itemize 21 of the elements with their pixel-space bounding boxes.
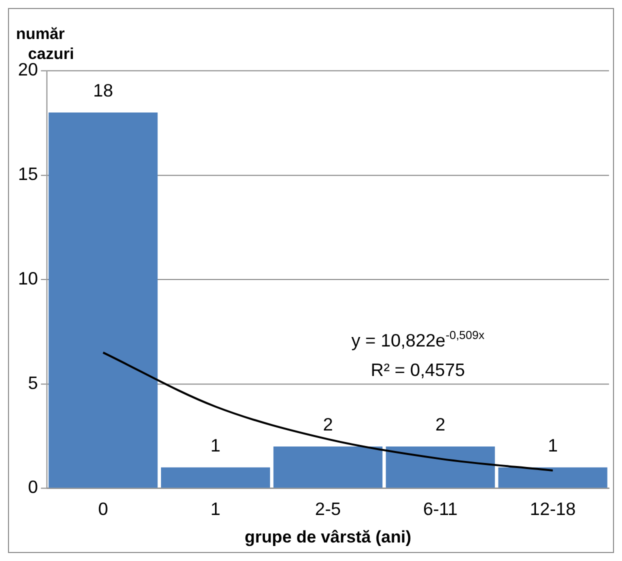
- bar: [48, 112, 158, 488]
- x-tick-label: 1: [210, 498, 221, 519]
- x-tick-label: 2-5: [315, 498, 341, 519]
- x-tick-label: 0: [98, 498, 108, 519]
- y-tick-label: 15: [18, 164, 38, 184]
- data-label: 2: [435, 414, 446, 435]
- data-label: 18: [93, 80, 114, 101]
- x-tick-label: 6-11: [423, 498, 458, 519]
- bar: [273, 446, 382, 488]
- bar: [386, 446, 495, 488]
- data-label: 2: [322, 414, 333, 435]
- y-tick-label: 0: [28, 477, 38, 498]
- annotation: R² = 0,4575: [370, 360, 465, 380]
- data-label: 1: [548, 435, 558, 456]
- bar: [161, 467, 270, 488]
- bar: [498, 467, 608, 488]
- x-tick-label: 12-18: [530, 498, 576, 519]
- y-tick-label: 10: [18, 268, 38, 288]
- data-label: 1: [210, 435, 221, 456]
- x-axis-title: grupe de vârstă (ani): [244, 528, 412, 547]
- y-tick-label: 5: [28, 372, 38, 393]
